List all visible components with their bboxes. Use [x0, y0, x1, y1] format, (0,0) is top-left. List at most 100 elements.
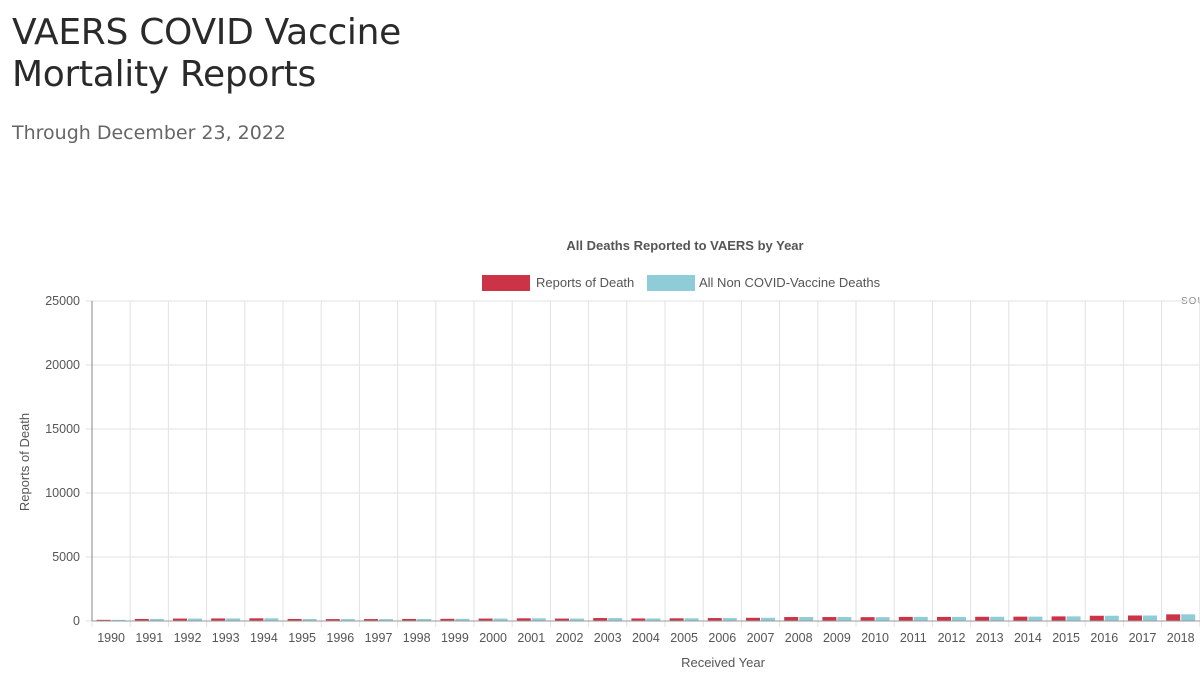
legend-label-non-covid-deaths: All Non COVID-Vaccine Deaths — [699, 275, 881, 290]
bar-non-covid-deaths — [761, 617, 775, 621]
x-tick-label: 2015 — [1052, 631, 1080, 645]
x-tick-label: 1999 — [441, 631, 469, 645]
bar-reports-of-death — [364, 619, 378, 621]
bar-reports-of-death — [937, 616, 951, 621]
bar-reports-of-death — [784, 617, 799, 621]
bar-reports-of-death — [478, 618, 493, 621]
bar-reports-of-death — [898, 616, 913, 621]
x-tick-label: 2012 — [938, 631, 966, 645]
legend-swatch-non-covid-deaths — [647, 275, 695, 291]
bar-non-covid-deaths — [455, 618, 470, 621]
bar-reports-of-death — [1128, 615, 1142, 621]
grid-lines — [86, 300, 1200, 627]
bar-reports-of-death — [287, 618, 302, 621]
page-title: VAERS COVID Vaccine Mortality Reports — [12, 12, 401, 96]
x-tick-label: 2007 — [747, 631, 775, 645]
x-tick-label: 1990 — [97, 631, 125, 645]
bar-reports-of-death — [440, 618, 455, 621]
x-tick-label: 1997 — [365, 631, 393, 645]
x-tick-label: 1996 — [326, 631, 354, 645]
bar-non-covid-deaths — [1028, 616, 1043, 621]
x-tick-label: 2001 — [517, 631, 545, 645]
bar-reports-of-death — [402, 618, 417, 621]
x-tick-label: 1991 — [135, 631, 163, 645]
x-tick-label: 1992 — [174, 631, 202, 645]
x-tick-label: 2004 — [632, 631, 660, 645]
y-tick-labels: 0 5000 10000 15000 20000 25000 — [45, 294, 80, 628]
bar-non-covid-deaths — [531, 618, 546, 621]
chart-legend[interactable]: Reports of Death All Non COVID-Vaccine D… — [482, 275, 881, 291]
bar-non-covid-deaths — [1143, 615, 1157, 621]
bar-non-covid-deaths — [340, 619, 355, 621]
y-tick-label: 15000 — [45, 422, 80, 436]
x-tick-label: 2000 — [479, 631, 507, 645]
x-tick-label: 1994 — [250, 631, 278, 645]
legend-item-reports-of-death[interactable]: Reports of Death — [482, 275, 634, 291]
bar-non-covid-deaths — [875, 617, 890, 621]
bar-reports-of-death — [1013, 616, 1028, 621]
bar-reports-of-death — [516, 618, 531, 621]
bar-reports-of-death — [555, 618, 569, 621]
y-tick-label: 25000 — [45, 294, 80, 308]
x-tick-label: 2018 — [1167, 631, 1195, 645]
bar-non-covid-deaths — [1066, 616, 1081, 621]
x-tick-label: 2006 — [708, 631, 736, 645]
x-axis-title: Received Year — [681, 655, 766, 670]
bar-reports-of-death — [325, 619, 340, 621]
bar-non-covid-deaths — [111, 619, 126, 621]
bar-reports-of-death — [746, 617, 760, 621]
axes — [91, 301, 1200, 622]
legend-item-non-covid-deaths[interactable]: All Non COVID-Vaccine Deaths — [647, 275, 881, 291]
bar-non-covid-deaths — [646, 618, 661, 621]
bar-non-covid-deaths — [417, 618, 432, 621]
bar-reports-of-death — [975, 616, 990, 621]
bar-reports-of-death — [134, 618, 149, 621]
bar-reports-of-death — [1166, 614, 1181, 621]
bar-non-covid-deaths — [608, 618, 623, 621]
bar-reports-of-death — [1089, 615, 1104, 621]
bar-non-covid-deaths — [1104, 615, 1119, 621]
bar-non-covid-deaths — [570, 618, 584, 621]
x-tick-label: 2013 — [976, 631, 1004, 645]
bar-reports-of-death — [707, 618, 722, 621]
bar-non-covid-deaths — [913, 616, 928, 621]
x-tick-label: 2010 — [861, 631, 889, 645]
bar-non-covid-deaths — [799, 617, 814, 621]
bars — [96, 614, 1196, 621]
x-tick-label: 2002 — [556, 631, 584, 645]
legend-label-reports-of-death: Reports of Death — [536, 275, 634, 290]
bar-non-covid-deaths — [379, 619, 393, 621]
bar-reports-of-death — [631, 618, 646, 621]
y-tick-label: 5000 — [52, 550, 80, 564]
bar-reports-of-death — [669, 618, 684, 621]
bar-non-covid-deaths — [302, 618, 317, 621]
bar-reports-of-death — [211, 618, 226, 621]
bar-non-covid-deaths — [684, 618, 699, 621]
legend-swatch-reports-of-death — [482, 275, 530, 291]
chart-title: All Deaths Reported to VAERS by Year — [566, 238, 803, 253]
x-tick-label: 2014 — [1014, 631, 1042, 645]
x-tick-label: 1993 — [212, 631, 240, 645]
page-title-line-1: VAERS COVID Vaccine — [12, 12, 401, 53]
x-tick-label: 2016 — [1090, 631, 1118, 645]
bar-reports-of-death — [593, 618, 608, 621]
x-tick-label: 1995 — [288, 631, 316, 645]
x-tick-label: 2011 — [900, 631, 927, 645]
bar-non-covid-deaths — [493, 618, 508, 621]
bar-reports-of-death — [173, 618, 187, 621]
bar-non-covid-deaths — [837, 617, 852, 621]
bar-reports-of-death — [822, 617, 837, 621]
bar-reports-of-death — [96, 619, 111, 621]
y-tick-label: 20000 — [45, 358, 80, 372]
x-tick-label: 2009 — [823, 631, 851, 645]
bar-non-covid-deaths — [1181, 614, 1196, 621]
bar-non-covid-deaths — [226, 618, 241, 621]
x-tick-label: 1998 — [403, 631, 431, 645]
bar-non-covid-deaths — [952, 616, 966, 621]
bar-reports-of-death — [1051, 616, 1066, 621]
y-tick-label: 0 — [73, 614, 80, 628]
bar-non-covid-deaths — [188, 618, 202, 621]
bar-non-covid-deaths — [990, 616, 1005, 621]
x-tick-label: 2008 — [785, 631, 813, 645]
